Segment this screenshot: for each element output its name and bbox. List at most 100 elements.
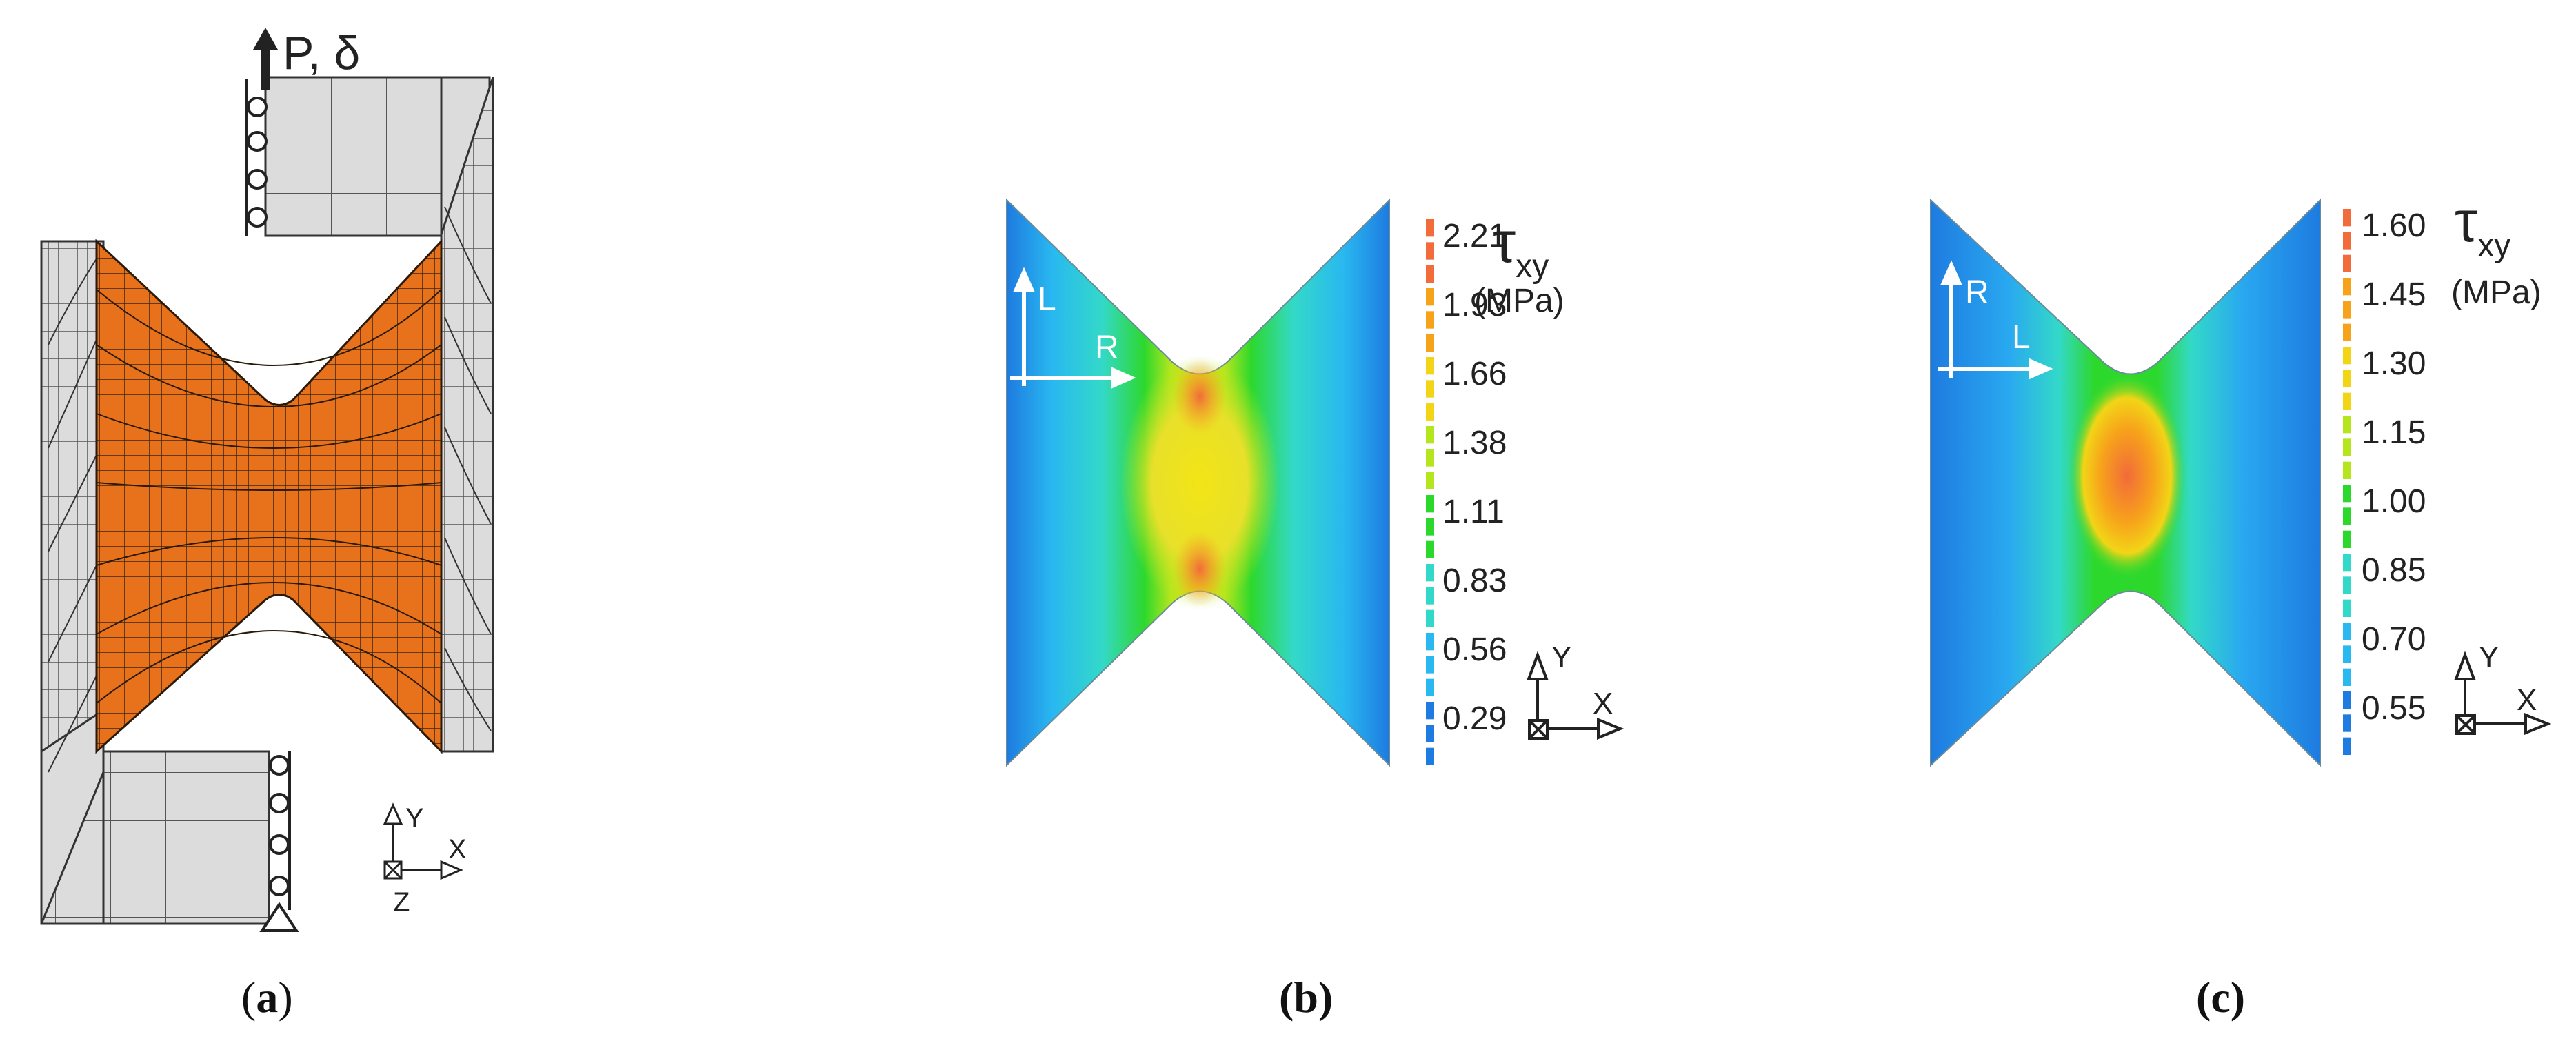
legend-value-label: 1.11 (1442, 494, 1505, 530)
legend-swatch (1426, 334, 1434, 352)
axis-y-label-b: Y (1551, 640, 1571, 674)
axis-x-label-b: X (1593, 687, 1613, 720)
legend-swatch (1426, 219, 1434, 237)
caption-a: (a) (241, 973, 293, 1022)
legend-swatch (2343, 714, 2351, 732)
legend-value-label: 0.85 (2362, 552, 2426, 589)
legend-swatch (2343, 485, 2351, 503)
legend-swatch (1426, 311, 1434, 329)
legend-swatch (2343, 392, 2351, 410)
axis-triad-b (1527, 651, 1624, 740)
legend-swatch (2343, 623, 2351, 640)
legend-c: 1.60 1.45 1.30 1.15 1.00 0.85 0.70 0.55 (2343, 208, 2426, 755)
legend-value-label: 1.38 (1442, 425, 1507, 461)
legend-swatch (1426, 357, 1434, 375)
material-direction-c (1938, 260, 2053, 380)
right-fixture (440, 77, 494, 753)
legend-value-label: 1.15 (2362, 414, 2426, 451)
legend-swatch (2343, 209, 2351, 227)
legend-swatch (1426, 609, 1434, 627)
legend-value-label: 1.30 (2362, 345, 2426, 382)
legend-swatch (2343, 645, 2351, 663)
legend-b: 2.21 1.93 1.66 1.38 1.11 0.83 0.56 0.29 (1426, 218, 1507, 765)
stress-unit-b: (MPa) (1474, 283, 1564, 319)
legend-swatch (2343, 301, 2351, 319)
v-notch-specimen-mesh (95, 239, 443, 754)
stress-unit-c: (MPa) (2451, 274, 2542, 311)
legend-swatch (1426, 472, 1434, 489)
specimen-mesh-curves (96, 289, 442, 704)
top-roller-supports (245, 79, 268, 236)
load-arrow-icon (253, 28, 278, 90)
legend-swatch (2343, 668, 2351, 686)
stress-hotspot-b (1120, 355, 1279, 610)
legend-value-label: 2.21 (1442, 218, 1507, 254)
axis-x-label-c: X (2517, 683, 2537, 717)
legend-swatch (2343, 691, 2351, 709)
legend-swatch (1426, 288, 1434, 306)
legend-value-label: 0.29 (1442, 700, 1507, 737)
legend-swatch (1426, 449, 1434, 467)
legend-swatch (2343, 254, 2351, 272)
stress-symbol-b: τxy (1493, 210, 1549, 285)
legend-swatch (1426, 518, 1434, 536)
legend-swatch (1426, 403, 1434, 421)
direction-vertical-b: L (1038, 281, 1056, 318)
legend-value-label: 0.83 (1442, 563, 1507, 599)
bottom-roller-supports (269, 751, 291, 910)
legend-swatch (2343, 347, 2351, 365)
legend-swatch (2343, 416, 2351, 434)
legend-swatch (1426, 587, 1434, 605)
panel-c: R L 1.60 1.45 1.30 1.15 1.00 0.85 0.70 0.55 τxy… (1930, 189, 2552, 767)
axis-triad-a (383, 802, 463, 880)
legend-swatch (2343, 438, 2351, 456)
legend-swatch (1426, 633, 1434, 651)
axis-z-label-a: Z (393, 887, 410, 918)
legend-value-label: 0.70 (2362, 621, 2426, 658)
legend-swatch (1426, 564, 1434, 582)
panel-a: P, δ (40, 27, 494, 932)
legend-swatch (1426, 495, 1434, 513)
legend-value-label: 1.66 (1442, 356, 1507, 392)
legend-swatch (1426, 678, 1434, 696)
legend-swatch (1426, 725, 1434, 742)
legend-value-label: 0.56 (1442, 631, 1507, 668)
stress-hotspot-c (2069, 372, 2186, 579)
legend-value-label: 0.55 (2362, 690, 2426, 727)
legend-swatch (1426, 702, 1434, 720)
legend-swatch (2343, 370, 2351, 387)
legend-value-label: 1.45 (2362, 276, 2426, 313)
legend-swatch (2343, 554, 2351, 572)
legend-swatch (1426, 540, 1434, 558)
axis-triad-c (2454, 651, 2552, 735)
legend-value-label: 1.60 (2362, 208, 2426, 244)
axis-y-label-a: Y (405, 803, 424, 833)
material-direction-b (1010, 267, 1136, 389)
caption-c: (c) (2196, 973, 2245, 1022)
legend-swatch (1426, 656, 1434, 674)
legend-swatch (2343, 278, 2351, 296)
axis-x-label-a: X (448, 834, 467, 865)
direction-vertical-c: R (1965, 274, 1989, 311)
direction-horizontal-c: L (2012, 319, 2031, 356)
legend-swatch (2343, 507, 2351, 525)
stress-symbol-c: τxy (2455, 189, 2510, 264)
legend-swatch (2343, 461, 2351, 479)
legend-swatch (1426, 242, 1434, 260)
notch-tip-hot-bottom-b (1174, 531, 1226, 607)
legend-swatch (1426, 380, 1434, 398)
bottom-grip (102, 750, 299, 932)
legend-value-label: 1.00 (2362, 483, 2426, 520)
legend-swatch (1426, 265, 1434, 283)
pin-support-icon (259, 902, 299, 932)
legend-swatch (1426, 747, 1434, 765)
notch-tip-hot-top-b (1174, 358, 1226, 434)
legend-swatch (1426, 426, 1434, 444)
legend-swatch (2343, 232, 2351, 250)
panel-b: L R 2.21 1.93 1.66 1.38 1.11 0.83 0.56 0.29 τxy… (1006, 198, 1624, 767)
legend-swatch (2343, 530, 2351, 548)
direction-horizontal-b: R (1095, 330, 1119, 366)
caption-b: (b) (1279, 973, 1333, 1022)
legend-value-label: 1.93 (1442, 287, 1507, 323)
